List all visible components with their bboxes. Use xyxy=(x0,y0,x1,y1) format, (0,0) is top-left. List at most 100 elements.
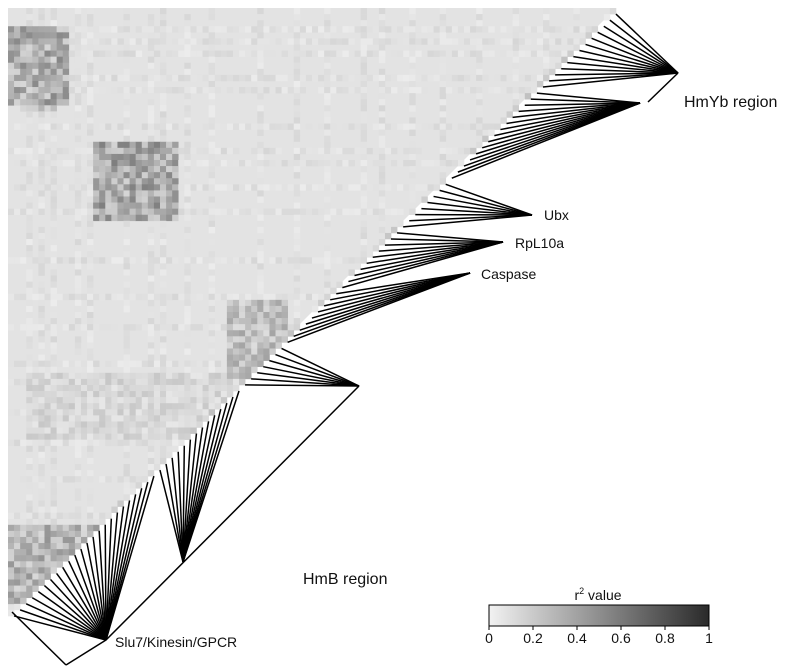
heatmap-cell xyxy=(543,62,550,70)
heatmap-cell xyxy=(512,38,520,45)
heatmap-cell xyxy=(506,26,513,33)
heatmap-cell xyxy=(147,178,155,185)
heatmap-cell xyxy=(476,87,483,94)
heatmap-cell xyxy=(68,415,76,422)
heatmap-cell xyxy=(184,123,191,130)
heatmap-cell xyxy=(166,202,173,209)
heatmap-cell xyxy=(293,153,301,161)
heatmap-cell xyxy=(208,111,216,118)
heatmap-cell xyxy=(275,74,282,82)
heatmap-cell xyxy=(105,415,112,422)
heatmap-cell xyxy=(214,74,222,82)
heatmap-cell xyxy=(74,342,82,349)
heatmap-cell xyxy=(172,372,179,380)
heatmap-cell xyxy=(439,99,447,106)
heatmap-cell xyxy=(62,433,70,440)
heatmap-cell xyxy=(123,20,130,27)
heatmap-cell xyxy=(470,74,477,82)
heatmap-cell xyxy=(239,342,246,349)
heatmap-cell xyxy=(147,439,155,447)
heatmap-cell xyxy=(549,38,556,45)
heatmap-cell xyxy=(141,166,149,173)
heatmap-cell xyxy=(184,214,191,222)
heatmap-cell xyxy=(74,512,82,520)
heatmap-cell xyxy=(324,26,331,33)
heatmap-cell xyxy=(166,421,173,428)
heatmap-cell xyxy=(68,324,76,331)
heatmap-cell xyxy=(74,166,82,173)
heatmap-cell xyxy=(263,87,270,94)
heatmap-cell xyxy=(8,524,15,532)
heatmap-cell xyxy=(38,153,45,161)
heatmap-cell xyxy=(26,62,33,70)
marker-line xyxy=(182,409,222,563)
heatmap-cell xyxy=(226,336,234,343)
heatmap-cell xyxy=(293,129,301,136)
heatmap-cell xyxy=(117,391,124,398)
heatmap-cell xyxy=(299,184,307,191)
heatmap-cell xyxy=(208,153,216,161)
heatmap-cell xyxy=(135,172,143,179)
heatmap-cell xyxy=(293,251,301,258)
heatmap-cell xyxy=(14,603,21,611)
heatmap-cell xyxy=(111,378,118,386)
heatmap-cell xyxy=(348,208,355,216)
heatmap-cell xyxy=(190,293,197,301)
heatmap-cell xyxy=(160,360,167,368)
heatmap-cell xyxy=(202,372,209,380)
heatmap-cell xyxy=(117,372,124,380)
heatmap-cell xyxy=(293,14,301,21)
heatmap-cell xyxy=(378,105,386,112)
heatmap-cell xyxy=(50,555,57,562)
heatmap-cell xyxy=(26,433,33,440)
heatmap-cell xyxy=(26,524,33,532)
heatmap-cell xyxy=(56,324,64,331)
heatmap-cell xyxy=(160,384,167,392)
heatmap-cell xyxy=(245,324,252,331)
heatmap-cell xyxy=(409,208,416,216)
heatmap-cell xyxy=(257,166,264,173)
heatmap-cell xyxy=(141,439,149,447)
heatmap-cell xyxy=(123,220,130,228)
heatmap-cell xyxy=(135,439,143,447)
heatmap-cell xyxy=(208,80,216,88)
heatmap-cell xyxy=(299,147,307,155)
heatmap-cell xyxy=(99,257,106,264)
heatmap-cell xyxy=(135,26,143,33)
heatmap-cell xyxy=(147,160,155,167)
heatmap-cell xyxy=(457,147,465,155)
heatmap-cell xyxy=(330,184,337,191)
heatmap-cell xyxy=(20,585,27,592)
heatmap-cell xyxy=(318,123,325,130)
heatmap-cell xyxy=(184,153,191,161)
heatmap-cell xyxy=(50,549,57,556)
heatmap-cell xyxy=(44,549,51,556)
heatmap-cell xyxy=(26,153,33,161)
heatmap-cell xyxy=(135,74,143,82)
heatmap-cell xyxy=(184,342,191,349)
heatmap-cell xyxy=(439,105,447,112)
heatmap-cell xyxy=(87,20,94,27)
heatmap-cell xyxy=(153,257,161,264)
marker-line xyxy=(609,19,679,74)
heatmap-cell xyxy=(220,87,228,94)
heatmap-cell xyxy=(360,8,368,15)
heatmap-cell xyxy=(50,567,57,574)
heatmap-cell xyxy=(190,427,197,434)
heatmap-cell xyxy=(172,50,179,57)
heatmap-cell xyxy=(56,147,64,155)
heatmap-cell xyxy=(74,44,82,51)
heatmap-cell xyxy=(336,184,343,191)
heatmap-cell xyxy=(342,74,349,82)
heatmap-cell xyxy=(93,476,100,483)
heatmap-cell xyxy=(281,330,288,337)
heatmap-cell xyxy=(8,555,15,562)
heatmap-cell xyxy=(38,8,45,15)
heatmap-cell xyxy=(378,239,386,246)
heatmap-cell xyxy=(360,196,368,203)
heatmap-cell xyxy=(512,8,520,15)
heatmap-cell xyxy=(172,178,179,185)
heatmap-cell xyxy=(50,470,57,477)
heatmap-cell xyxy=(26,14,33,21)
heatmap-cell xyxy=(111,178,118,185)
